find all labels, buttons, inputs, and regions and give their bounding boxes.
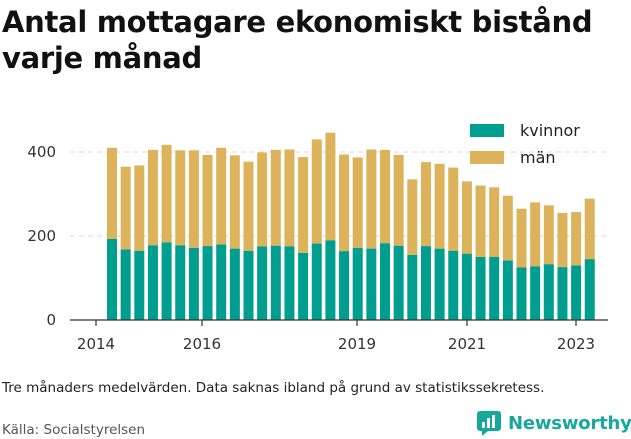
x-tick-label: 2023 <box>557 335 595 353</box>
bar-kvinnor <box>475 257 486 320</box>
bar-män <box>325 132 336 241</box>
bars <box>107 132 595 320</box>
bar-män <box>393 154 404 246</box>
y-tick-label: 400 <box>27 143 56 161</box>
bar-män <box>530 202 541 267</box>
bar-kvinnor <box>229 248 240 320</box>
bar-kvinnor <box>571 265 582 320</box>
bar-män <box>489 187 500 257</box>
bar-kvinnor <box>298 252 309 320</box>
y-tick-label: 200 <box>27 227 56 245</box>
bar-kvinnor <box>216 244 227 320</box>
bar-män <box>434 163 445 249</box>
bar-män <box>475 185 486 257</box>
bar-män <box>284 149 295 247</box>
bar-kvinnor <box>502 260 513 320</box>
legend-swatch-kvinnor <box>470 124 504 137</box>
legend-label-män: män <box>520 148 556 167</box>
bar-kvinnor <box>407 254 418 320</box>
x-axis: 2014 2016 2019 2021 2023 <box>70 319 608 353</box>
bar-kvinnor <box>434 248 445 320</box>
bar-män <box>120 166 131 250</box>
bar-kvinnor <box>202 246 213 320</box>
bar-män <box>161 144 172 243</box>
legend-label-kvinnor: kvinnor <box>520 121 580 140</box>
bar-män <box>584 198 595 260</box>
chart-source: Källa: Socialstyrelsen <box>2 422 146 438</box>
bar-män <box>243 161 254 251</box>
bar-kvinnor <box>366 248 377 320</box>
bar-kvinnor <box>311 243 322 320</box>
bar-kvinnor <box>530 266 541 320</box>
y-tick-label: 0 <box>46 311 56 329</box>
bar-män <box>229 155 240 249</box>
bar-kvinnor <box>584 259 595 320</box>
bar-kvinnor <box>243 250 254 320</box>
bar-män <box>461 181 472 254</box>
bar-män <box>188 150 199 248</box>
bar-kvinnor <box>339 251 350 320</box>
bar-män <box>502 195 513 261</box>
bar-kvinnor <box>270 245 281 320</box>
bar-män <box>147 149 158 246</box>
bar-kvinnor <box>352 247 363 320</box>
bar-män <box>216 147 227 245</box>
bar-kvinnor <box>134 250 145 320</box>
bar-kvinnor <box>557 267 568 320</box>
bar-män <box>420 162 431 247</box>
bar-män <box>516 208 527 268</box>
bar-kvinnor <box>188 247 199 320</box>
chart-note: Tre månaders medelvärden. Data saknas ib… <box>2 380 545 396</box>
bar-kvinnor <box>516 267 527 320</box>
y-axis-ticks: 0 200 400 <box>27 143 56 329</box>
bar-kvinnor <box>325 240 336 320</box>
bar-män <box>202 154 213 247</box>
bar-män <box>257 152 268 247</box>
bar-män <box>571 212 582 266</box>
chart-title: Antal mottagare ekonomiskt bistånd varje… <box>2 5 593 75</box>
bar-män <box>298 157 309 253</box>
bar-kvinnor <box>420 246 431 320</box>
bar-män <box>380 149 390 244</box>
bar-män <box>543 205 554 265</box>
x-tick-label: 2016 <box>183 335 221 353</box>
bar-män <box>407 179 418 255</box>
bar-kvinnor <box>461 253 472 320</box>
bar-kvinnor <box>147 245 158 320</box>
newsworthy-logo-icon <box>477 411 501 436</box>
x-tick-label: 2014 <box>77 335 115 353</box>
bar-kvinnor <box>448 250 459 320</box>
brand-label: Newsworthy <box>508 412 631 434</box>
bar-kvinnor <box>284 246 295 320</box>
bar-kvinnor <box>120 249 131 320</box>
bar-män <box>311 139 322 244</box>
bar-män <box>339 154 350 252</box>
bar-män <box>366 149 377 249</box>
x-tick-label: 2021 <box>448 335 486 353</box>
brand[interactable]: Newsworthy <box>476 410 631 436</box>
bar-kvinnor <box>257 246 268 320</box>
bar-kvinnor <box>107 238 117 320</box>
bar-kvinnor <box>393 245 404 320</box>
bar-kvinnor <box>175 245 186 320</box>
bar-kvinnor <box>489 257 500 320</box>
bar-kvinnor <box>543 264 554 320</box>
bar-män <box>134 165 145 251</box>
bar-män <box>270 149 281 246</box>
bar-kvinnor <box>380 243 390 320</box>
bar-män <box>557 212 568 268</box>
bar-män <box>107 147 117 239</box>
bar-män <box>448 167 459 251</box>
bar-män <box>175 150 186 246</box>
legend: kvinnor män <box>470 121 580 167</box>
legend-swatch-män <box>470 151 504 164</box>
bar-kvinnor <box>161 242 172 320</box>
bar-män <box>352 157 363 248</box>
x-tick-label: 2019 <box>338 335 376 353</box>
